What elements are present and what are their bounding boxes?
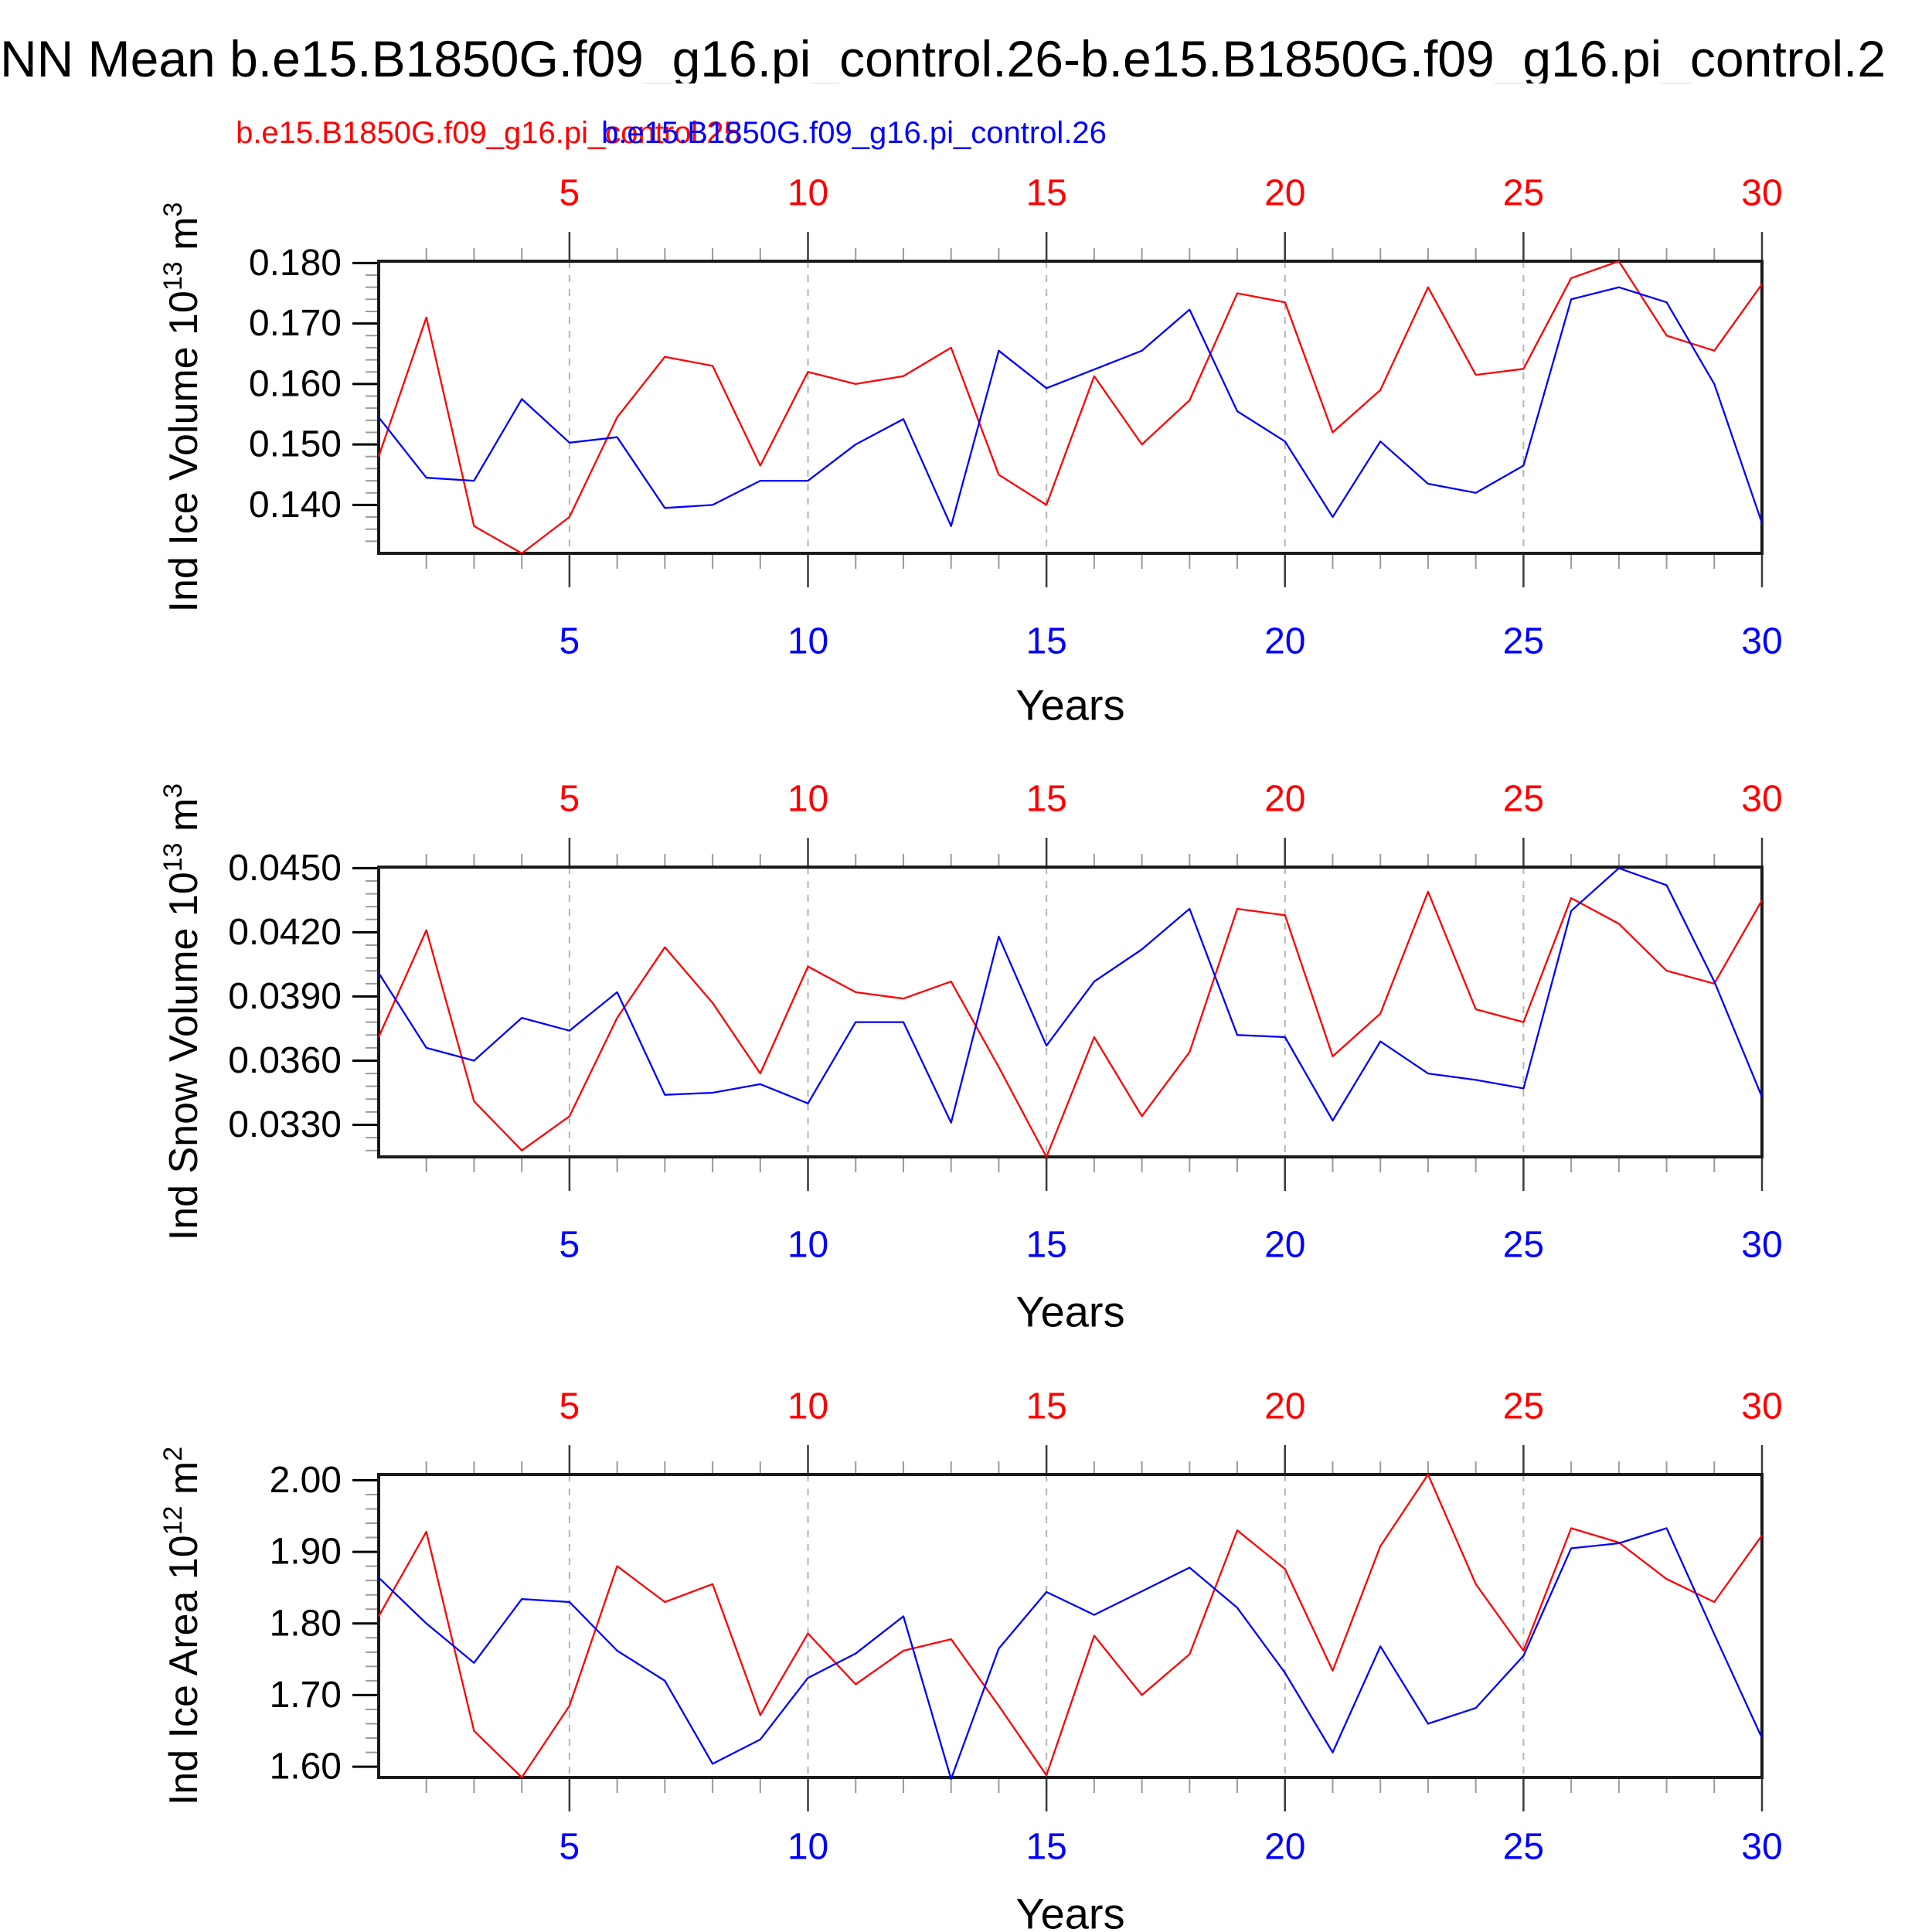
top-axis-tick-label: 5 <box>560 173 580 214</box>
y-axis-tick-label: 0.170 <box>249 303 342 344</box>
bottom-axis-tick-label: 5 <box>560 1827 580 1868</box>
bottom-axis-tick-label: 15 <box>1026 621 1066 662</box>
panel-2: 5 5 10 10 15 15 20 20 25 25 30 30 0.0450 0.0420 0.0390… <box>158 779 1783 1336</box>
bottom-axis-tick-label: 30 <box>1741 1827 1782 1868</box>
y-axis-tick-label: 0.180 <box>249 243 342 284</box>
bottom-axis-tick-label: 20 <box>1264 1827 1305 1868</box>
bottom-axis-tick-label: 25 <box>1503 1827 1544 1868</box>
bottom-axis-tick-label: 30 <box>1741 621 1782 662</box>
y-axis-tick-label: 1.70 <box>270 1675 342 1716</box>
panel-2-series-control25 <box>377 890 1763 1158</box>
y-axis-tick-label: 0.0450 <box>228 848 342 889</box>
panel-frame <box>377 260 1764 555</box>
y-axis-title: Ind Ice Volume 1013 m3 <box>158 202 206 613</box>
top-axis-tick-label: 30 <box>1741 1386 1782 1427</box>
bottom-axis-tick-label: 25 <box>1503 621 1544 662</box>
y-axis-title: Ind Ice Area 1012 m2 <box>158 1447 206 1805</box>
top-axis-tick-label: 10 <box>787 779 828 820</box>
bottom-axis-tick-label: 5 <box>560 1225 580 1266</box>
x-axis-title: Years <box>1015 1889 1124 1932</box>
bottom-axis-tick-label: 15 <box>1026 1225 1066 1266</box>
panel-3-series-control26 <box>378 1527 1764 1781</box>
x-axis-title: Years <box>1015 1287 1124 1336</box>
top-axis-tick-label: 15 <box>1026 173 1066 214</box>
legend-label-control-25: b.e15.B1850G.f09_g16.pi_control.25 <box>236 116 741 150</box>
bottom-axis-tick-label: 10 <box>787 1225 828 1266</box>
top-axis-tick-label: 15 <box>1026 1386 1066 1427</box>
bottom-axis-tick-label: 5 <box>560 621 580 662</box>
plot-title: NN Mean b.e15.B1850G.f09_g16.pi_control.… <box>0 29 1932 83</box>
top-axis-tick-label: 20 <box>1264 1386 1305 1427</box>
top-axis-tick-label: 5 <box>560 779 580 820</box>
top-axis-tick-label: 15 <box>1026 779 1066 820</box>
y-axis-tick-label: 0.0360 <box>228 1040 342 1081</box>
y-axis-tick-label: 0.160 <box>249 363 342 404</box>
plot-title-text: NN Mean b.e15.B1850G.f09_g16.pi_control.… <box>0 30 1886 83</box>
y-axis-tick-label: 0.140 <box>249 485 342 526</box>
top-axis-tick-label: 25 <box>1503 1386 1544 1427</box>
y-axis-title: Ind Snow Volume 1013 m3 <box>158 784 206 1241</box>
bottom-axis-tick-label: 30 <box>1741 1225 1782 1266</box>
bottom-axis-tick-label: 20 <box>1264 621 1305 662</box>
y-axis-tick-label: 0.0330 <box>228 1104 342 1145</box>
top-axis-tick-label: 10 <box>787 1386 828 1427</box>
top-axis-tick-label: 25 <box>1503 779 1544 820</box>
top-axis-tick-label: 30 <box>1741 779 1782 820</box>
x-axis-title: Years <box>1015 681 1124 730</box>
top-axis-tick-label: 20 <box>1264 779 1305 820</box>
top-axis-tick-label: 25 <box>1503 173 1544 214</box>
bottom-axis-tick-label: 10 <box>787 621 828 662</box>
panel-frame <box>377 1473 1764 1779</box>
y-axis-tick-label: 0.150 <box>249 424 342 465</box>
top-axis-tick-label: 10 <box>787 173 828 214</box>
panel-3-series-control25 <box>377 1473 1763 1779</box>
bottom-axis-tick-label: 15 <box>1026 1827 1066 1868</box>
y-axis-tick-label: 2.00 <box>270 1460 342 1501</box>
panel-frame <box>377 866 1764 1158</box>
panel-1-series-control25 <box>377 260 1763 555</box>
panel-1-series-control26 <box>378 286 1764 527</box>
top-axis-tick-label: 5 <box>560 1386 580 1427</box>
y-axis-tick-label: 0.0420 <box>228 912 342 953</box>
bottom-axis-tick-label: 10 <box>787 1827 828 1868</box>
top-axis-tick-label: 20 <box>1264 173 1305 214</box>
bottom-axis-tick-label: 20 <box>1264 1225 1305 1266</box>
y-axis-tick-label: 1.90 <box>270 1532 342 1573</box>
panel-2-series-control26 <box>378 867 1764 1124</box>
bottom-axis-tick-label: 25 <box>1503 1225 1544 1266</box>
panel-1: 5 5 10 10 15 15 20 20 25 25 30 30 0.180 0.170 0.160 0.1… <box>158 173 1783 730</box>
y-axis-tick-label: 0.0390 <box>228 976 342 1017</box>
y-axis-tick-label: 1.80 <box>270 1603 342 1644</box>
top-axis-tick-label: 30 <box>1741 173 1782 214</box>
panel-3: 5 5 10 10 15 15 20 20 25 25 30 30 2.00 1.90 1.80 1.70 1.… <box>158 1386 1783 1932</box>
y-axis-tick-label: 1.60 <box>270 1747 342 1787</box>
legend-label-control-26: b.e15.B1850G.f09_g16.pi_control.26 <box>601 116 1107 150</box>
